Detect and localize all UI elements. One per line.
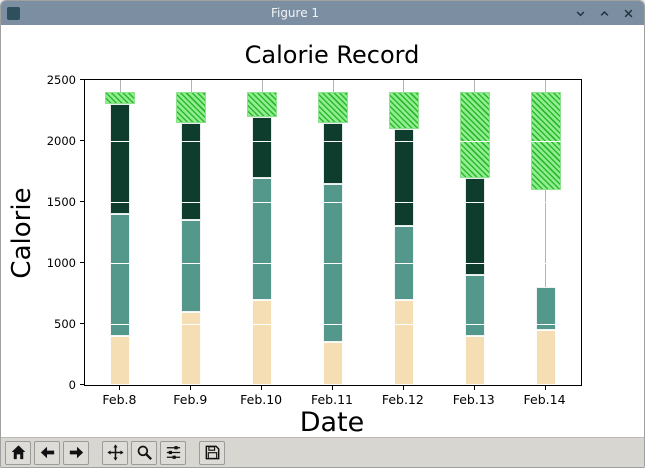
bottom-segment-bar — [181, 311, 202, 385]
arrow-left-icon — [40, 446, 54, 459]
x-tick-mark — [261, 386, 263, 390]
configure-subplots-button[interactable] — [160, 440, 186, 465]
remaining-to-goal-bar — [318, 92, 348, 123]
sliders-icon — [166, 446, 180, 459]
x-tick-mark — [544, 386, 546, 390]
zoom-button[interactable] — [131, 440, 157, 465]
x-tick-label: Feb.9 — [173, 392, 208, 407]
top-segment-bar — [393, 128, 414, 227]
x-tick-mark — [119, 386, 121, 390]
horizontal-gridline — [85, 201, 581, 203]
middle-segment-bar — [535, 287, 556, 331]
x-tick-label: Feb.10 — [240, 392, 283, 407]
middle-segment-bar — [110, 214, 131, 337]
window-title: Figure 1 — [270, 6, 320, 20]
bottom-segment-bar — [323, 342, 343, 385]
y-tick-label: 1500 — [46, 195, 76, 209]
middle-segment-bar — [464, 275, 485, 337]
y-tick-label: 0 — [68, 378, 76, 392]
x-tick-mark — [473, 386, 475, 390]
y-tick-mark — [80, 323, 84, 324]
x-tick-label: Feb.11 — [310, 392, 353, 407]
gridline — [545, 80, 547, 385]
y-tick-mark — [80, 201, 84, 202]
horizontal-gridline — [85, 262, 581, 264]
top-segment-bar — [252, 116, 273, 178]
x-tick-mark — [402, 386, 404, 390]
home-button[interactable] — [5, 440, 31, 465]
top-segment-bar — [110, 104, 131, 215]
top-segment-bar — [464, 177, 485, 276]
top-segment-bar — [181, 122, 202, 221]
y-tick-mark — [80, 79, 84, 80]
horizontal-gridline — [85, 140, 581, 142]
x-axis-label: Date — [299, 407, 365, 438]
x-tick-label: Feb.14 — [523, 392, 566, 407]
x-tick-mark — [190, 386, 192, 390]
remaining-to-goal-bar — [388, 92, 419, 129]
y-tick-mark — [80, 140, 84, 141]
close-button[interactable] — [618, 4, 638, 22]
remaining-to-goal-bar — [176, 92, 207, 123]
remaining-to-goal-bar — [247, 92, 278, 117]
x-tick-label: Feb.8 — [102, 392, 137, 407]
bottom-segment-bar — [535, 330, 556, 385]
pan-button[interactable] — [102, 440, 128, 465]
chevron-up-icon — [600, 10, 608, 16]
x-tick-label: Feb.12 — [381, 392, 424, 407]
y-tick-label: 2500 — [46, 73, 76, 87]
home-icon — [11, 445, 25, 460]
top-segment-bar — [323, 122, 343, 184]
move-icon — [106, 444, 124, 461]
save-button[interactable] — [199, 440, 225, 465]
y-tick-label: 500 — [54, 317, 76, 331]
bottom-segment-bar — [110, 336, 131, 385]
maximize-button[interactable] — [594, 4, 614, 22]
middle-segment-bar — [252, 177, 273, 300]
close-icon — [624, 9, 632, 17]
y-tick-mark — [80, 262, 84, 263]
remaining-to-goal-bar — [105, 92, 136, 105]
back-button[interactable] — [34, 440, 60, 465]
chevron-down-icon — [576, 10, 584, 16]
x-tick-label: Feb.13 — [452, 392, 495, 407]
y-axis-label: Calorie — [7, 187, 37, 279]
window-icon — [7, 6, 20, 20]
window-controls — [570, 4, 638, 22]
plot-area[interactable] — [84, 79, 582, 386]
magnifier-icon — [137, 445, 152, 460]
figure-canvas[interactable]: Calorie Record Calorie Date Feb.8 Feb.9 Fe… — [1, 25, 644, 438]
y-tick-label: 2000 — [46, 134, 76, 148]
matplotlib-toolbar — [1, 437, 644, 467]
remaining-to-goal-bar — [459, 92, 490, 178]
middle-segment-bar — [181, 220, 202, 312]
bottom-segment-bar — [393, 299, 414, 385]
arrow-right-icon — [69, 446, 83, 459]
y-tick-mark — [80, 384, 84, 385]
floppy-icon — [205, 445, 219, 460]
bottom-segment-bar — [252, 299, 273, 385]
y-tick-label: 1000 — [46, 256, 76, 270]
x-tick-mark — [332, 386, 333, 390]
chart-title: Calorie Record — [244, 41, 420, 69]
minimize-button[interactable] — [570, 4, 590, 22]
window-titlebar[interactable]: Figure 1 — [1, 1, 644, 25]
horizontal-gridline — [85, 323, 581, 325]
bottom-segment-bar — [464, 336, 485, 385]
forward-button[interactable] — [63, 440, 89, 465]
